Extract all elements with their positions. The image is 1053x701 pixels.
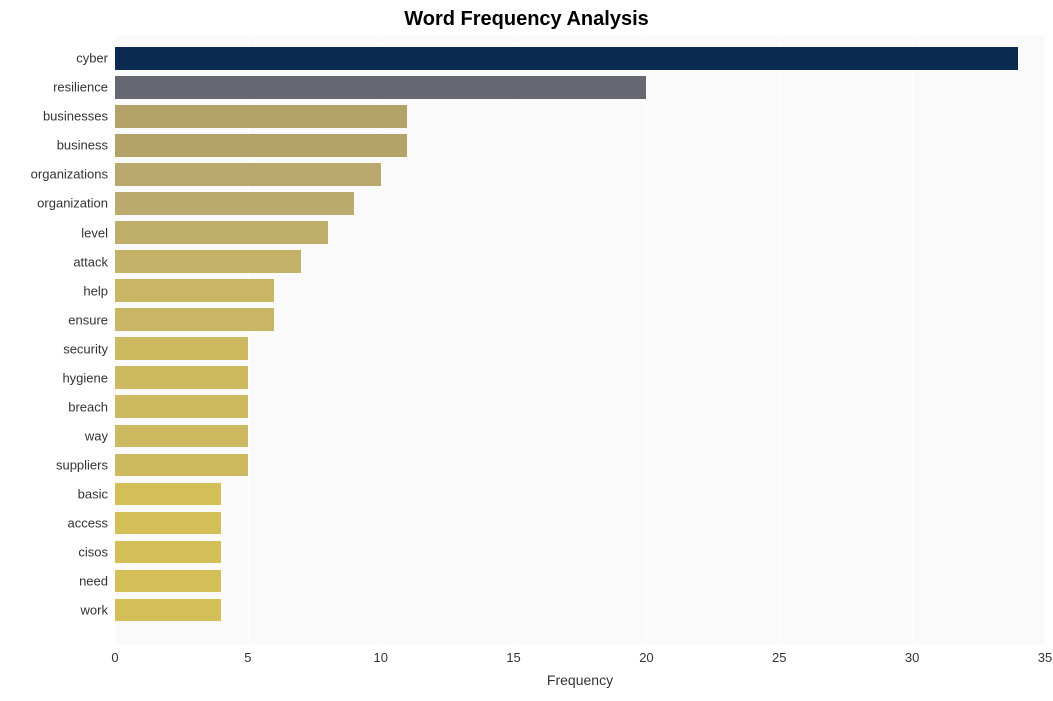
gridline bbox=[1045, 35, 1046, 645]
gridline bbox=[646, 35, 647, 645]
chart-title: Word Frequency Analysis bbox=[0, 8, 1053, 31]
bar bbox=[115, 599, 221, 622]
y-tick-label: cyber bbox=[76, 51, 108, 66]
bar bbox=[115, 134, 407, 157]
y-tick-label: suppliers bbox=[56, 457, 108, 472]
bar bbox=[115, 541, 221, 564]
y-tick-label: help bbox=[83, 283, 108, 298]
x-tick-label: 5 bbox=[244, 650, 251, 665]
bar bbox=[115, 308, 274, 331]
y-tick-label: ensure bbox=[68, 312, 108, 327]
y-tick-label: organizations bbox=[31, 167, 108, 182]
bar bbox=[115, 47, 1018, 70]
y-tick-label: need bbox=[79, 574, 108, 589]
y-tick-label: access bbox=[68, 516, 108, 531]
x-tick-label: 20 bbox=[639, 650, 653, 665]
bar bbox=[115, 76, 646, 99]
bar bbox=[115, 483, 221, 506]
bar bbox=[115, 221, 328, 244]
bar bbox=[115, 250, 301, 273]
y-tick-label: businesses bbox=[43, 109, 108, 124]
y-tick-label: hygiene bbox=[62, 370, 108, 385]
y-tick-label: business bbox=[57, 138, 108, 153]
bar bbox=[115, 570, 221, 593]
bar bbox=[115, 512, 221, 535]
y-tick-label: security bbox=[63, 341, 108, 356]
y-tick-label: way bbox=[85, 428, 108, 443]
y-tick-label: breach bbox=[68, 399, 108, 414]
bar bbox=[115, 395, 248, 418]
bar bbox=[115, 279, 274, 302]
word-frequency-chart: Word Frequency Analysis cyber resilience b… bbox=[0, 0, 1053, 701]
y-tick-label: cisos bbox=[78, 545, 108, 560]
gridline bbox=[514, 35, 515, 645]
bar bbox=[115, 105, 407, 128]
x-tick-label: 30 bbox=[905, 650, 919, 665]
bar bbox=[115, 192, 354, 215]
bar bbox=[115, 454, 248, 477]
y-tick-label: organization bbox=[37, 196, 108, 211]
gridline bbox=[912, 35, 913, 645]
y-tick-label: attack bbox=[73, 254, 108, 269]
bar bbox=[115, 366, 248, 389]
y-tick-label: work bbox=[81, 603, 108, 618]
y-tick-label: level bbox=[81, 225, 108, 240]
bar bbox=[115, 163, 381, 186]
bar bbox=[115, 425, 248, 448]
x-axis-title: Frequency bbox=[54, 672, 1053, 688]
x-tick-label: 35 bbox=[1038, 650, 1052, 665]
x-tick-label: 15 bbox=[506, 650, 520, 665]
plot-area bbox=[115, 35, 1045, 645]
x-tick-label: 0 bbox=[111, 650, 118, 665]
y-tick-label: basic bbox=[78, 486, 108, 501]
gridline bbox=[779, 35, 780, 645]
y-tick-label: resilience bbox=[53, 80, 108, 95]
x-tick-label: 25 bbox=[772, 650, 786, 665]
x-tick-label: 10 bbox=[373, 650, 387, 665]
bar bbox=[115, 337, 248, 360]
